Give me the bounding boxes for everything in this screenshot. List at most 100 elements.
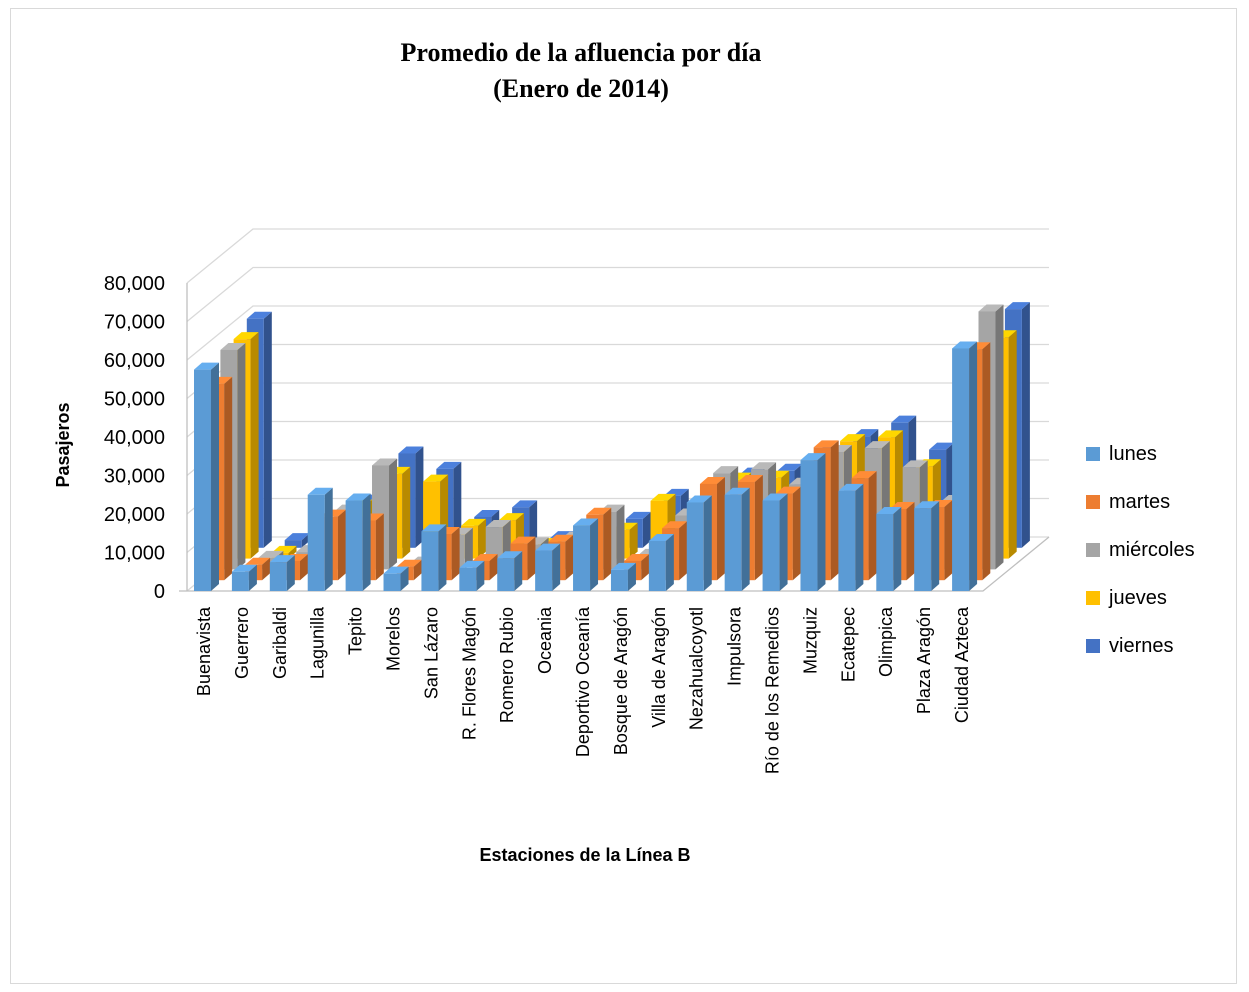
bar-top	[510, 536, 536, 544]
bar-top	[662, 521, 688, 529]
bar-top	[421, 524, 447, 532]
bar-top	[864, 441, 890, 449]
bar-top	[914, 501, 940, 509]
gridline	[186, 343, 1049, 400]
bar-lunes-1	[231, 564, 257, 591]
bar-top	[436, 461, 462, 469]
bars	[194, 302, 1030, 591]
bar-front	[497, 558, 515, 591]
x-tick-label: Nezahualcoyotl	[687, 607, 707, 730]
bar-side	[995, 304, 1004, 570]
bar-side	[301, 533, 310, 548]
bar-top	[396, 559, 422, 567]
legend-swatch	[1086, 495, 1100, 509]
bar-top	[699, 476, 725, 484]
bar-side	[642, 511, 651, 548]
bar-side	[464, 527, 473, 570]
legend-label: viernes	[1109, 635, 1173, 657]
bar-top	[233, 332, 259, 340]
y-tick-label: 30,000	[104, 466, 165, 488]
bar-top	[194, 362, 219, 370]
bar-top	[497, 551, 523, 559]
bar-top	[573, 518, 599, 526]
bar-side	[514, 551, 523, 591]
bar-top	[777, 463, 803, 471]
bar-side	[413, 559, 422, 581]
bar-top	[474, 510, 500, 517]
bar-top	[512, 500, 538, 508]
bar-lunes-19	[914, 501, 940, 591]
bar-top	[372, 458, 398, 466]
x-axis-title: Estaciones de la Línea B	[479, 845, 690, 865]
bar-side	[489, 553, 498, 581]
bar-side	[362, 493, 371, 591]
bar-lunes-5	[383, 566, 409, 591]
bar-top	[586, 507, 612, 515]
bar-side	[679, 521, 688, 581]
y-tick-label: 20,000	[104, 504, 165, 526]
chart-svg: Promedio de la afluencia por día (Enero …	[53, 38, 1195, 865]
bar-lunes-2	[269, 555, 295, 591]
bar-front	[383, 573, 401, 591]
bar-top	[891, 415, 917, 423]
bar-top	[851, 471, 877, 479]
bar-side	[337, 509, 346, 581]
bar-top	[929, 442, 955, 450]
bar-lunes-13	[686, 495, 712, 591]
bar-top	[800, 453, 826, 461]
bar-top	[876, 507, 902, 514]
legend-swatch	[1086, 639, 1100, 653]
bar-side	[415, 446, 424, 548]
bar-lunes-0	[194, 362, 219, 591]
bar-front	[914, 508, 932, 591]
x-tick-label: Bosque de Aragón	[611, 607, 631, 755]
bar-top	[877, 430, 903, 438]
bar-side	[931, 501, 940, 591]
bar-side	[527, 536, 536, 581]
x-tick-label: Olimpica	[876, 606, 896, 677]
bar-top	[737, 475, 763, 483]
x-tick-label: Muzquiz	[800, 607, 820, 674]
gridline	[186, 305, 1049, 361]
bar-side	[324, 487, 333, 591]
x-tick-label: Lagunilla	[308, 606, 328, 679]
bar-top	[459, 560, 485, 568]
legend-item-miércoles: miércoles	[1086, 539, 1195, 561]
legend-swatch	[1086, 447, 1100, 461]
y-axis-ticks: 0 10,000 20,000 30,000 40,000 50,000 60,000 70,…	[104, 273, 165, 603]
bar-front	[194, 369, 211, 591]
x-tick-label: San Lázaro	[421, 607, 441, 699]
bar-lunes-18	[876, 507, 902, 591]
bar-lunes-11	[610, 562, 636, 591]
bar-side	[754, 475, 763, 581]
bar-top	[952, 341, 978, 349]
bar-side	[641, 553, 650, 581]
chart-title: Promedio de la afluencia por día (Enero …	[401, 38, 762, 103]
legend-item-viernes: viernes	[1086, 635, 1173, 657]
bar-front	[535, 550, 553, 591]
x-tick-label: Río de los Remedios	[763, 607, 783, 774]
y-tick-label: 10,000	[104, 543, 165, 565]
bar-side	[529, 500, 538, 548]
bar-side	[476, 560, 485, 591]
x-tick-label: Tepito	[346, 607, 366, 655]
bar-front	[648, 540, 666, 591]
bar-front	[459, 567, 477, 591]
bar-top	[269, 555, 295, 563]
floor-line	[187, 536, 1050, 592]
legend-label: martes	[1109, 491, 1170, 513]
y-tick-label: 0	[154, 581, 165, 603]
bar-front	[231, 571, 249, 591]
x-tick-label: Plaza Aragón	[914, 607, 934, 714]
chart-frame: Promedio de la afluencia por día (Enero …	[10, 8, 1237, 984]
bar-side	[478, 518, 487, 559]
bar-front	[307, 494, 325, 591]
bar-side	[375, 513, 384, 581]
bar-side	[1008, 330, 1017, 559]
bar-lunes-17	[838, 483, 864, 591]
bar-top	[648, 533, 674, 541]
bar-side	[263, 311, 272, 548]
bar-front	[838, 490, 856, 591]
bar-lunes-3	[307, 487, 333, 591]
bar-front	[952, 348, 970, 591]
